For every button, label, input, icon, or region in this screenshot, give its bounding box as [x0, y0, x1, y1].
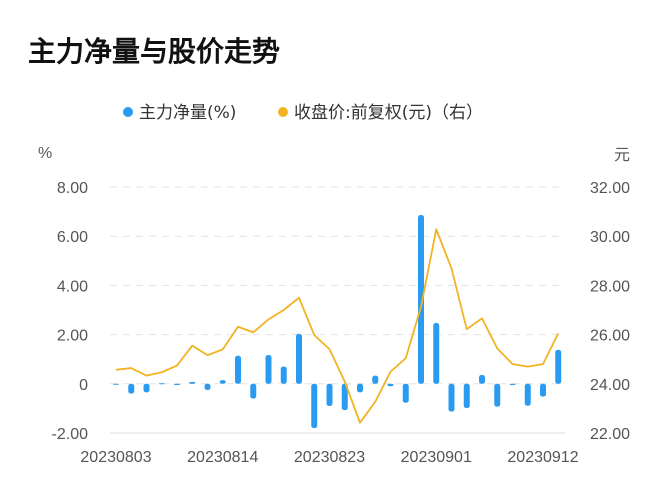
legend: 主力净量(%) 收盘价:前复权(元)（右）: [123, 103, 483, 123]
y-tick-label: -2.00: [52, 426, 89, 443]
y2-tick-label: 26.00: [590, 328, 630, 345]
y-axis-left: 8.00 6.00 4.00 2.00 0 -2.00: [52, 180, 89, 443]
bar: [235, 355, 241, 384]
x-tick-label: 20230901: [401, 449, 472, 466]
bar: [555, 349, 562, 384]
legend-marker-net-volume: [123, 107, 133, 117]
bar: [128, 383, 135, 394]
bar: [311, 383, 318, 429]
bar: [158, 383, 165, 385]
bar: [341, 383, 348, 411]
x-tick-label: 20230814: [187, 449, 258, 466]
bar: [219, 380, 226, 384]
bar: [479, 374, 485, 384]
bar: [280, 366, 287, 384]
bar: [265, 355, 272, 384]
legend-item-net-volume[interactable]: 主力净量(%): [123, 103, 236, 123]
bar: [372, 375, 379, 384]
bar: [524, 383, 531, 406]
line-series: [115, 228, 560, 424]
x-axis: 20230803 20230814 20230823 20230901 20230912: [80, 449, 578, 466]
legend-marker-close-price: [278, 107, 288, 117]
bar: [357, 383, 363, 393]
y-tick-label: 4.00: [57, 278, 88, 295]
y2-tick-label: 30.00: [590, 229, 630, 246]
price-line: [115, 228, 560, 424]
bar: [204, 383, 211, 390]
bar: [326, 383, 333, 406]
bar-series: [113, 215, 562, 429]
x-tick-label: 20230823: [294, 449, 365, 466]
y-axis-unit-left: %: [38, 145, 52, 162]
y2-tick-label: 22.00: [590, 426, 630, 443]
y2-tick-label: 28.00: [590, 278, 630, 295]
y-tick-label: 6.00: [57, 229, 88, 246]
bar: [296, 333, 302, 384]
bar: [463, 383, 470, 409]
legend-label-net-volume: 主力净量(%): [139, 103, 236, 123]
bar: [387, 383, 394, 387]
bar: [433, 323, 440, 384]
bar: [174, 383, 180, 386]
bar: [418, 215, 424, 384]
y-tick-label: 8.00: [57, 180, 88, 197]
chart-title: 主力净量与股价走势: [28, 35, 280, 68]
y2-tick-label: 24.00: [590, 377, 630, 394]
bar: [448, 383, 455, 412]
bar: [540, 383, 546, 397]
y-tick-label: 0: [79, 377, 88, 394]
legend-item-close-price[interactable]: 收盘价:前复权(元)（右）: [278, 103, 483, 123]
y-axis-right: 32.00 30.00 28.00 26.00 24.00 22.00: [590, 180, 630, 443]
y-tick-label: 2.00: [57, 328, 88, 345]
y-axis-unit-right: 元: [614, 147, 630, 164]
y2-tick-label: 32.00: [590, 180, 630, 197]
bar: [402, 383, 409, 403]
bar: [250, 383, 257, 399]
bar: [143, 383, 150, 393]
x-tick-label: 20230912: [507, 449, 578, 466]
bar: [494, 383, 501, 407]
bar: [113, 383, 119, 385]
x-tick-label: 20230803: [80, 449, 151, 466]
bar: [509, 383, 516, 386]
legend-label-close-price: 收盘价:前复权(元)（右）: [294, 103, 483, 123]
grid: [110, 186, 565, 434]
bar: [189, 381, 196, 384]
